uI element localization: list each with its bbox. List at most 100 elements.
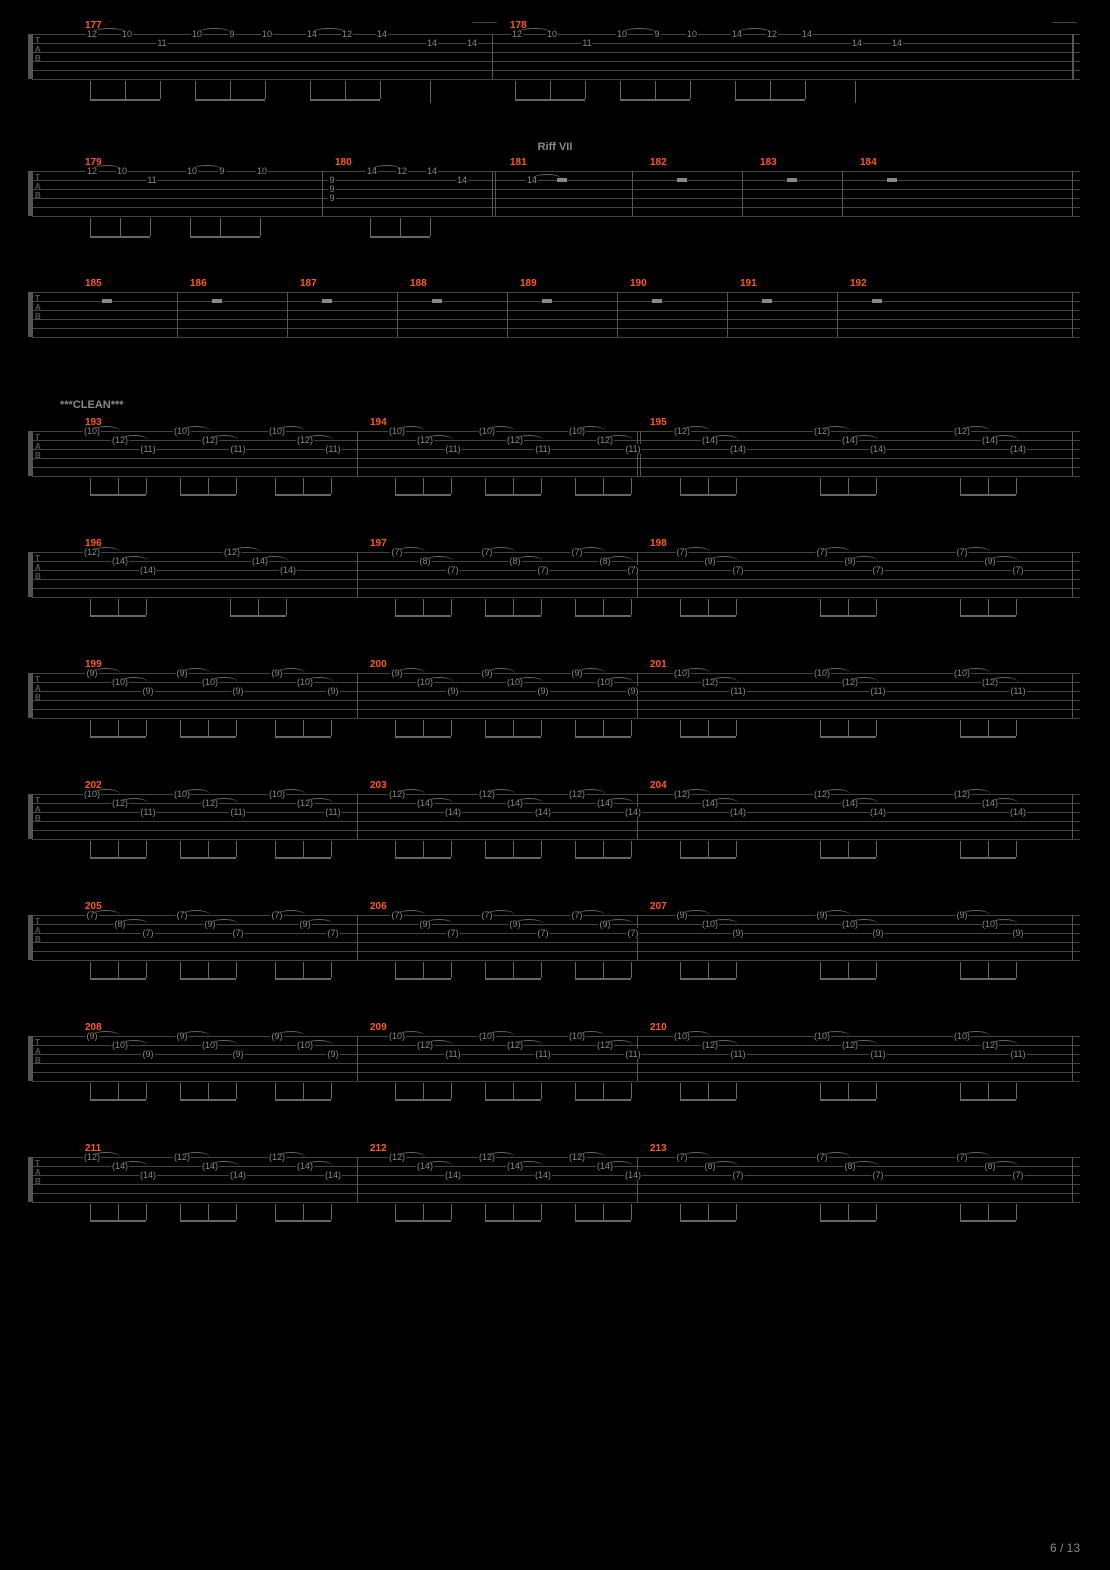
fret-number: (11) [444, 444, 461, 454]
tab-clef: TAB [35, 1159, 41, 1186]
fret-number: (14) [324, 1170, 342, 1180]
bar-number: 195 [650, 417, 667, 428]
fret-number: (14) [139, 565, 157, 575]
tab-system: 208209210TAB(9)(10)(9)(9)(10)(9)(9)(10)(… [30, 1022, 1080, 1108]
bar-number: 185 [85, 278, 102, 289]
fret-number: (14) [869, 807, 887, 817]
bar-number: 210 [650, 1022, 667, 1033]
fret-number: (11) [869, 686, 886, 696]
tab-system: 202203204TAB(10)(12)(11)(10)(12)(11)(10)… [30, 780, 1080, 866]
fret-number: 14 [466, 38, 478, 48]
rest [872, 299, 882, 303]
vibrato-mark: ~~~~~ [472, 18, 496, 29]
page-number: 6 / 13 [1050, 1541, 1080, 1555]
bar-number: 206 [370, 901, 387, 912]
fret-number: (7) [627, 565, 640, 575]
tab-clef: TAB [35, 554, 41, 581]
bar-number: 209 [370, 1022, 387, 1033]
tab-clef: TAB [35, 294, 41, 321]
bar-number: 201 [650, 659, 667, 670]
fret-number: (9) [1012, 928, 1025, 938]
tab-clef: TAB [35, 173, 41, 200]
fret-number: (9) [142, 1049, 155, 1059]
fret-number: (11) [729, 686, 746, 696]
bar-number: 191 [740, 278, 757, 289]
fret-number: (9) [872, 928, 885, 938]
bar-number: 198 [650, 538, 667, 549]
fret-number: (11) [229, 807, 246, 817]
fret-number: 9 [328, 193, 335, 203]
bar-number: 184 [860, 157, 877, 168]
bar-number: 190 [630, 278, 647, 289]
fret-number: (14) [139, 1170, 157, 1180]
fret-number: (11) [729, 1049, 746, 1059]
rest [542, 299, 552, 303]
fret-number: (14) [869, 444, 887, 454]
fret-number: (9) [327, 686, 340, 696]
fret-number: (14) [534, 807, 552, 817]
tab-system: 196197198TAB(12)(14)(14)(12)(14)(14)(7)(… [30, 538, 1080, 624]
rest [652, 299, 662, 303]
clean-label: ***CLEAN*** [60, 399, 1080, 411]
bar-number: 207 [650, 901, 667, 912]
tab-system: 199200201TAB(9)(10)(9)(9)(10)(9)(9)(10)(… [30, 659, 1080, 745]
fret-number: (14) [1009, 444, 1027, 454]
fret-number: (14) [444, 1170, 462, 1180]
fret-number: (9) [537, 686, 550, 696]
tab-staff: TAB(10)(12)(11)(10)(12)(11)(10)(12)(11)(… [30, 794, 1080, 839]
tab-clef: TAB [35, 433, 41, 460]
bar-number: 180 [335, 157, 352, 168]
fret-number: (11) [624, 444, 641, 454]
bar-number: 197 [370, 538, 387, 549]
rest [212, 299, 222, 303]
rest [432, 299, 442, 303]
fret-number: (7) [447, 565, 460, 575]
tab-clef: TAB [35, 796, 41, 823]
fret-number: (11) [869, 1049, 886, 1059]
fret-number: 10 [261, 29, 273, 39]
fret-number: (7) [232, 928, 245, 938]
fret-number: (9) [232, 686, 245, 696]
fret-number: (7) [872, 565, 885, 575]
bar-number: 194 [370, 417, 387, 428]
tab-staff: TAB(9)(10)(9)(9)(10)(9)(9)(10)(9)(9)(10)… [30, 673, 1080, 718]
rest [102, 299, 112, 303]
bar-number: 183 [760, 157, 777, 168]
fret-number: 11 [581, 38, 592, 48]
bar-number: 213 [650, 1143, 667, 1154]
fret-number: (7) [872, 1170, 885, 1180]
fret-number: (7) [142, 928, 155, 938]
fret-number: (9) [232, 1049, 245, 1059]
fret-number: (14) [729, 444, 747, 454]
fret-number: 10 [256, 166, 268, 176]
fret-number: (11) [229, 444, 246, 454]
fret-number: (11) [1009, 686, 1026, 696]
fret-number: (11) [1009, 1049, 1026, 1059]
fret-number: (7) [537, 928, 550, 938]
rest [677, 178, 687, 182]
fret-number: 10 [686, 29, 698, 39]
fret-number: (14) [229, 1170, 247, 1180]
bar-number: 181 [510, 157, 527, 168]
tab-system: Riff VII179180181182183184TAB12101110910… [30, 141, 1080, 243]
tab-staff: TAB(12)(14)(14)(12)(14)(14)(12)(14)(14)(… [30, 1157, 1080, 1202]
rest [762, 299, 772, 303]
fret-number: (11) [139, 807, 156, 817]
fret-number: (11) [324, 444, 341, 454]
fret-number: 11 [156, 38, 167, 48]
tab-clef: TAB [35, 36, 41, 63]
bar-number: 187 [300, 278, 317, 289]
tab-staff: TAB121011109109991412141414 [30, 171, 1080, 216]
fret-number: 14 [426, 38, 438, 48]
bar-number: 186 [190, 278, 207, 289]
tab-clef: TAB [35, 675, 41, 702]
fret-number: 14 [851, 38, 863, 48]
fret-number: (14) [534, 1170, 552, 1180]
bar-number: 182 [650, 157, 667, 168]
fret-number: (11) [444, 1049, 461, 1059]
tab-staff: TAB [30, 292, 1080, 337]
fret-number: (7) [327, 928, 340, 938]
fret-number: (14) [444, 807, 462, 817]
fret-number: (14) [624, 1170, 642, 1180]
tab-system: 205206207TAB(7)(8)(7)(7)(9)(7)(7)(9)(7)(… [30, 901, 1080, 987]
